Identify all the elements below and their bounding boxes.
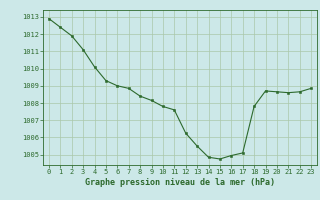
X-axis label: Graphe pression niveau de la mer (hPa): Graphe pression niveau de la mer (hPa): [85, 178, 275, 187]
